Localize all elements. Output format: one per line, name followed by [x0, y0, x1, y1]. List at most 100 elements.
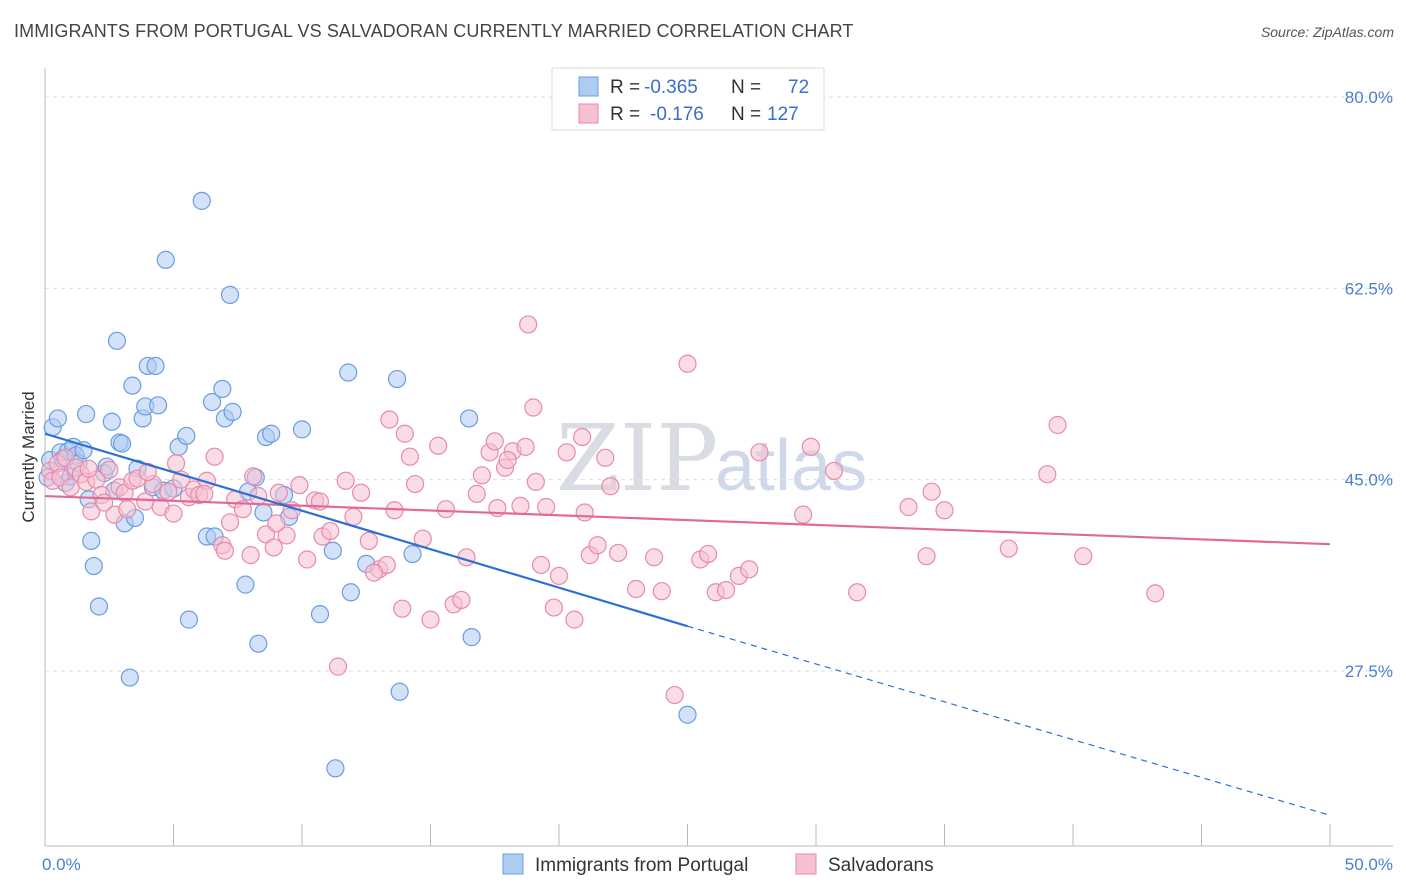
salvadoran-point [526, 472, 545, 491]
salvadoran-point [264, 538, 283, 557]
salvadoran-point [233, 500, 252, 519]
salvadoran-point [364, 563, 384, 582]
salvadoran-point [935, 501, 954, 520]
trend-lines [44, 432, 1331, 816]
portugal-point [89, 597, 109, 616]
y-tick-label: 45.0% [1345, 471, 1393, 490]
salvadoran-point [544, 598, 563, 617]
salvadoran-point [421, 610, 440, 629]
portugal-point [202, 392, 222, 412]
x-tick-label-min: 0.0% [42, 855, 81, 874]
chart-title: IMMIGRANTS FROM PORTUGAL VS SALVADORAN C… [14, 21, 854, 41]
salvadoran-point [565, 610, 584, 629]
bottom-legend-salvadoran: Salvadorans [828, 855, 934, 876]
salvadoran-point [82, 502, 101, 521]
watermark-zip: ZIP [556, 405, 718, 512]
portugal-point [403, 544, 422, 564]
salvadoran-point [1048, 415, 1067, 435]
salvadoran-point [609, 543, 628, 563]
salvadoran-point [750, 443, 769, 462]
portugal-point [120, 668, 139, 687]
salvadoran-point [644, 548, 664, 567]
portugal-point [292, 420, 312, 439]
legend-n-label-1: N = [731, 77, 761, 98]
salvadoran-point [511, 496, 530, 516]
portugal-point [77, 404, 96, 424]
salvadoran-point [328, 657, 348, 676]
x-tick-label-max: 50.0% [1345, 855, 1393, 874]
salvadoran-point [166, 454, 186, 473]
salvadoran-trend-line [44, 494, 1331, 546]
portugal-point [156, 250, 175, 270]
salvadoran-point [801, 437, 820, 456]
salvadoran-point [665, 685, 684, 705]
portugal-point [262, 424, 281, 443]
salvadoran-point [336, 471, 355, 490]
legend-r-value-1: -0.365 [644, 77, 698, 98]
legend-r-value-2: -0.176 [650, 104, 704, 125]
portugal-point [146, 356, 165, 376]
salvadoran-point [848, 583, 867, 602]
salvadoran-point [557, 443, 576, 462]
portugal-point [179, 610, 199, 629]
salvadoran-point [652, 582, 671, 601]
portugal-point [387, 369, 407, 389]
salvadoran-point [716, 580, 736, 600]
salvadoran-point [118, 500, 137, 519]
salvadoran-point [824, 461, 844, 481]
legend-n-value-2: 127 [767, 104, 799, 125]
portugal-point [249, 634, 268, 653]
salvadoran-point [159, 482, 178, 501]
salvadoran-point [573, 427, 592, 447]
salvadoran-point [485, 432, 504, 451]
salvadoran-point [400, 447, 420, 466]
salvadoran-point [549, 566, 569, 585]
portugal-point [102, 412, 121, 431]
salvadoran-point [899, 497, 918, 517]
portugal-point [341, 583, 360, 602]
salvadoran-point [205, 447, 224, 466]
portugal-point [323, 541, 342, 560]
salvadoran-point [588, 536, 607, 555]
salvadoran-point [1146, 584, 1165, 603]
salvadoran-point [537, 497, 556, 517]
salvadoran-point [999, 539, 1018, 558]
portugal-point [192, 191, 211, 210]
salvadoran-point [467, 484, 486, 503]
portugal-point [223, 402, 242, 421]
salvadoran-point [100, 460, 119, 479]
portugal-point [112, 434, 132, 453]
salvadoran-point [524, 398, 543, 417]
salvadoran-point [740, 560, 759, 579]
salvadoran-point [395, 424, 414, 443]
portugal-point [107, 331, 127, 350]
salvadoran-point [344, 507, 363, 526]
salvadoran-point [164, 504, 183, 523]
salvadoran-point [596, 448, 615, 467]
salvadoran-point [393, 599, 412, 618]
portugal-point [459, 409, 479, 428]
salvadoran-point [269, 483, 288, 502]
bottom-legend-swatch-portugal [502, 853, 524, 875]
salvadoran-point [1038, 465, 1057, 484]
salvadoran-point [195, 484, 214, 503]
salvadoran-point [516, 437, 535, 456]
salvadoran-point [321, 521, 340, 541]
portugal-trend-line [44, 432, 688, 628]
gridlines: 27.5% 45.0% 62.5% 80.0% [45, 88, 1393, 681]
salvadoran-point [352, 483, 371, 502]
legend-swatch-portugal [578, 76, 599, 97]
salvadoran-point [277, 526, 296, 545]
salvadoran-point [1074, 547, 1093, 566]
salvadoran-point [380, 410, 399, 429]
salvadoran-point [531, 555, 551, 575]
salvadoran-point [241, 546, 260, 565]
salvadoran-point [678, 354, 697, 373]
portugal-point [220, 285, 240, 304]
salvadoran-point [136, 492, 155, 511]
bottom-legend-swatch-salvadoran [795, 853, 817, 875]
portugal-point [390, 682, 409, 701]
salvadoran-point [436, 500, 456, 519]
portugal-point [462, 628, 481, 647]
bottom-legend-portugal: Immigrants from Portugal [535, 855, 748, 876]
